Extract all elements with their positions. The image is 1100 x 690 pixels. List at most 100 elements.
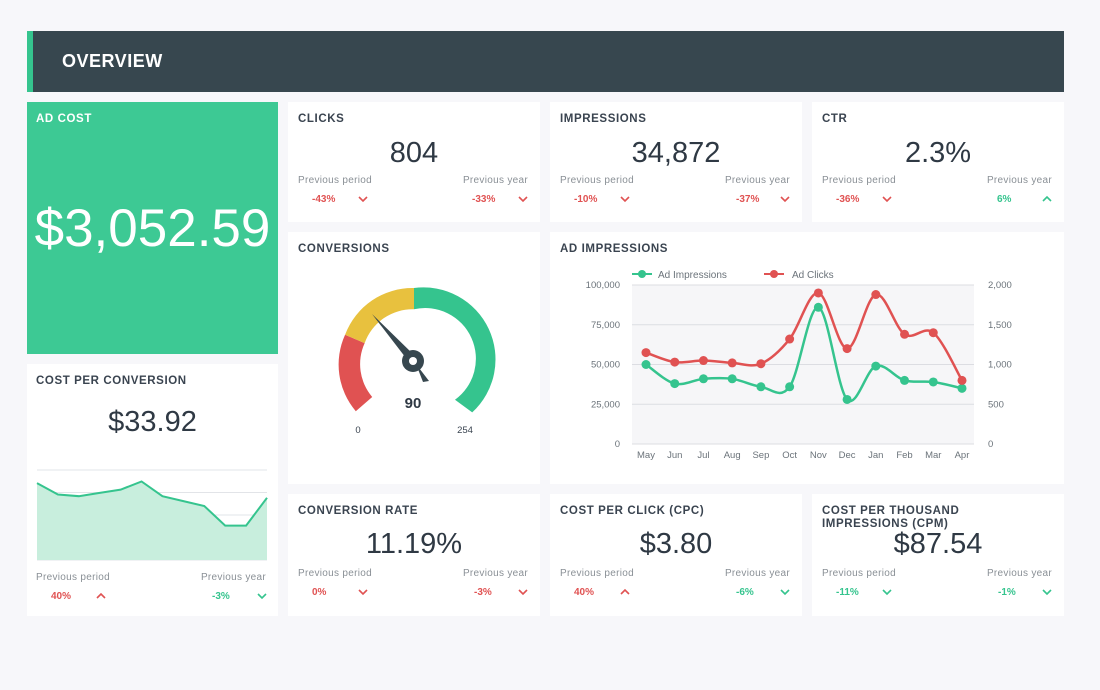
ctr-value: 2.3%	[904, 137, 972, 169]
gauge-segment-low	[338, 334, 373, 412]
previous-year-label: Previous year	[724, 568, 790, 579]
legend-ad-impressions-marker	[638, 270, 646, 278]
chevron-down-icon	[358, 589, 368, 596]
cost-per-conversion-card: COST PER CONVERSION $33.92 Previous peri…	[27, 364, 278, 616]
chevron-down-icon	[518, 196, 528, 203]
gauge-value: 90	[405, 395, 422, 412]
previous-period-label: Previous period	[560, 175, 634, 186]
x-tick-label: Nov	[810, 450, 827, 461]
page-title: OVERVIEW	[62, 51, 163, 71]
clicks-card: CLICKS 804 Previous period Previous year…	[288, 102, 540, 222]
gauge-max-label: 254	[457, 425, 473, 436]
cost-per-conversion-value: $33.92	[108, 406, 197, 438]
legend-ad-impressions: Ad Impressions	[658, 270, 727, 281]
previous-period-label: Previous period	[822, 568, 896, 579]
previous-year-change: -3%	[474, 587, 492, 598]
clicks-value: 804	[389, 137, 439, 169]
previous-period-label: Previous period	[560, 568, 634, 579]
x-tick-label: Jan	[868, 450, 883, 461]
cost-per-click-card: COST PER CLICK (CPC) $3.80 Previous peri…	[550, 494, 802, 616]
data-point-ad-impressions	[813, 302, 823, 312]
data-point-ad-impressions	[871, 361, 881, 371]
data-point-ad-clicks	[900, 329, 910, 339]
data-point-ad-impressions	[785, 382, 795, 392]
ad-cost-card: AD COST $3,052.59	[27, 102, 278, 354]
data-point-ad-impressions	[756, 382, 766, 392]
clicks-label: CLICKS	[298, 113, 345, 125]
data-point-ad-clicks	[670, 357, 680, 367]
cpm-label: COST PER THOUSAND IMPRESSIONS (CPM)	[822, 505, 959, 531]
previous-year-change: -3%	[212, 591, 230, 602]
conversions-label: CONVERSIONS	[298, 243, 390, 255]
cpm-label-line2: IMPRESSIONS (CPM)	[822, 518, 949, 530]
data-point-ad-impressions	[900, 375, 910, 385]
cost-per-conversion-chart	[36, 469, 268, 561]
gauge-segment-mid	[345, 287, 414, 344]
chevron-down-icon	[620, 196, 630, 203]
chevron-down-icon	[1042, 589, 1052, 596]
data-point-ad-clicks	[756, 359, 766, 369]
ctr-label: CTR	[822, 113, 848, 125]
conversion-rate-value: 11.19%	[365, 528, 463, 560]
data-point-ad-impressions	[670, 379, 680, 389]
impressions-value: 34,872	[631, 137, 721, 169]
y-left-tick-label: 0	[615, 439, 620, 450]
impressions-label: IMPRESSIONS	[560, 113, 647, 125]
data-point-ad-clicks	[957, 375, 967, 385]
cost-per-click-label: COST PER CLICK (CPC)	[560, 505, 705, 517]
data-point-ad-clicks	[641, 348, 651, 358]
x-tick-label: Sep	[752, 450, 769, 461]
ad-cost-label: AD COST	[36, 113, 92, 125]
overview-header: OVERVIEW	[27, 31, 1064, 92]
chevron-down-icon	[518, 589, 528, 596]
chevron-up-icon	[620, 588, 630, 595]
data-point-ad-impressions	[698, 374, 708, 384]
previous-period-change: 40%	[574, 587, 595, 598]
previous-period-label: Previous period	[298, 175, 372, 186]
x-tick-label: Mar	[925, 450, 941, 461]
data-point-ad-clicks	[698, 356, 708, 366]
gauge-min-label: 0	[355, 425, 360, 436]
previous-year-label: Previous year	[986, 175, 1052, 186]
gauge-needle	[372, 314, 415, 362]
chevron-down-icon	[780, 196, 790, 203]
data-point-ad-clicks	[871, 290, 881, 300]
x-tick-label: Aug	[724, 450, 741, 461]
ad-impressions-card: AD IMPRESSIONS 0 25,000 50,000 75,000 100,00…	[550, 232, 1064, 484]
y-right-tick-label: 0	[988, 439, 993, 450]
ad-impressions-title: AD IMPRESSIONS	[560, 243, 669, 255]
previous-year-label: Previous year	[462, 175, 528, 186]
previous-period-label: Previous period	[36, 572, 110, 583]
previous-period-change: -10%	[574, 194, 598, 205]
previous-year-label: Previous year	[462, 568, 528, 579]
cpm-label-line1: COST PER THOUSAND	[822, 505, 960, 517]
cost-per-click-value: $3.80	[639, 528, 713, 560]
previous-period-change: -11%	[836, 587, 859, 598]
previous-period-change: 40%	[51, 591, 72, 602]
previous-year-label: Previous year	[724, 175, 790, 186]
x-tick-label: Dec	[839, 450, 856, 461]
impressions-card: IMPRESSIONS 34,872 Previous period Previ…	[550, 102, 802, 222]
previous-period-change: -43%	[312, 194, 336, 205]
y-right-tick-label: 1,500	[988, 320, 1012, 331]
x-tick-label: Apr	[955, 450, 970, 461]
data-point-ad-impressions	[928, 377, 938, 387]
y-left-tick-label: 50,000	[591, 360, 620, 371]
y-left-tick-label: 100,000	[586, 280, 620, 291]
y-left-tick-label: 75,000	[591, 320, 620, 331]
x-tick-label: Jul	[697, 450, 709, 461]
previous-year-label: Previous year	[200, 572, 266, 583]
chevron-down-icon	[882, 589, 892, 596]
previous-period-change: 0%	[312, 587, 327, 598]
legend-ad-clicks-marker	[770, 270, 778, 278]
previous-year-change: -6%	[736, 587, 754, 598]
previous-period-change: -36%	[836, 194, 860, 205]
area-line	[36, 480, 268, 527]
ad-impressions-chart: 0 25,000 50,000 75,000 100,000 0 500 1,000 1,50…	[586, 270, 1012, 461]
previous-year-change: -37%	[736, 194, 760, 205]
x-tick-label: Oct	[782, 450, 797, 461]
data-point-ad-impressions	[641, 360, 651, 369]
conversions-card: CONVERSIONS 90 0 254	[288, 232, 540, 484]
conversions-gauge: 90 0 254	[338, 287, 496, 436]
data-point-ad-clicks	[785, 334, 795, 344]
